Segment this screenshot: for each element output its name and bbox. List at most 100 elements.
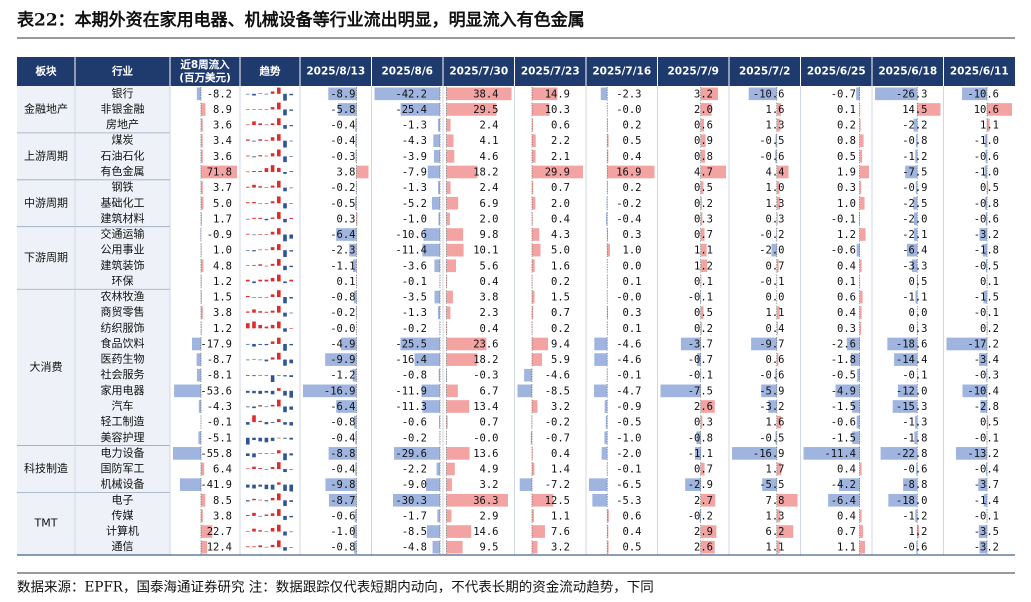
industry-label: 有色金属 <box>101 164 145 178</box>
data-bar <box>392 493 440 507</box>
data-bar <box>984 134 988 148</box>
cell-value: -0.2 <box>402 323 427 335</box>
cell-value: 4.8 <box>213 260 232 272</box>
data-bar <box>531 306 534 319</box>
cell-value: 13.6 <box>473 448 498 460</box>
data-bar <box>200 243 202 257</box>
cell-value: 1.0 <box>213 245 232 257</box>
sparkline-bar <box>289 297 293 299</box>
sparkline-bar <box>264 187 269 188</box>
data-bar <box>700 368 701 382</box>
data-bar <box>446 103 497 116</box>
sparkline-bar <box>258 343 262 345</box>
data-bar <box>422 400 440 413</box>
sparkline-bar <box>270 484 275 490</box>
data-bar <box>446 134 454 148</box>
cell-value: -9.0 <box>402 479 427 491</box>
sparkline-bar <box>264 168 269 172</box>
cell-value: -4.3 <box>402 135 427 147</box>
sparkline-bar <box>270 201 275 204</box>
sparkline-bar <box>258 375 262 376</box>
data-bar <box>955 447 988 460</box>
sparkline-bar <box>277 305 281 313</box>
cell-value: -25.5 <box>395 338 427 350</box>
sparkline-bar <box>252 140 256 142</box>
data-bar <box>700 118 704 132</box>
cell-value: 29.5 <box>473 104 498 116</box>
cell-value: 9.4 <box>551 338 570 350</box>
cell-value: 3.4 <box>213 135 232 147</box>
cell-value: 0.4 <box>837 260 856 272</box>
sparkline-bar <box>283 203 287 209</box>
cell-value: -4.2 <box>831 479 856 491</box>
data-bar <box>446 400 470 413</box>
cell-value: 0.7 <box>694 464 713 476</box>
sparkline-bar <box>289 390 293 398</box>
sparkline-bar <box>283 406 287 413</box>
cell-value: 2.6 <box>694 542 713 554</box>
data-bar <box>530 431 532 445</box>
cell-value: -11.4 <box>395 245 427 257</box>
data-bar <box>531 134 536 148</box>
cell-value: -5.5 <box>759 479 784 491</box>
data-bar <box>531 165 583 179</box>
cell-value: -0.1 <box>688 370 713 382</box>
data-bar <box>438 212 440 226</box>
cell-value: -1.3 <box>402 307 427 319</box>
data-bar <box>776 181 780 194</box>
cell-value: -0.0 <box>330 323 355 335</box>
sparkline-bar <box>258 530 262 532</box>
data-bar <box>607 165 655 179</box>
cell-value: -8.5 <box>402 526 427 538</box>
cell-value: -4.9 <box>330 338 355 350</box>
sector-label: 中游周期 <box>24 196 68 209</box>
header-cell: 2025/6/11 <box>950 66 1009 78</box>
header-cell: 2025/8/13 <box>306 66 365 78</box>
data-bar <box>700 525 717 538</box>
data-bar <box>859 196 865 210</box>
sparkline-bar <box>258 484 262 487</box>
data-bar <box>349 243 357 257</box>
sparkline-bar <box>252 321 256 329</box>
industry-label: 家用电器 <box>101 383 145 397</box>
header-cell: 2025/6/25 <box>807 66 866 78</box>
sparkline-bar <box>283 93 287 101</box>
data-bar <box>446 259 456 273</box>
cell-value: 2.2 <box>551 135 570 147</box>
industry-label: 建筑材料 <box>101 211 145 225</box>
data-bar <box>200 525 213 538</box>
cell-value: 0.2 <box>551 323 570 335</box>
cell-value: 0.4 <box>623 151 642 163</box>
cell-value: -2.2 <box>902 120 927 132</box>
cell-value: -0.1 <box>616 464 641 476</box>
data-bar <box>200 196 204 210</box>
industry-label: 钢铁 <box>112 181 134 194</box>
sparkline-bar <box>283 281 287 284</box>
cell-value: -1.0 <box>330 526 355 538</box>
sparkline-bar <box>277 462 281 470</box>
sparkline-bar <box>264 139 269 141</box>
sparkline-bar <box>258 390 262 394</box>
cell-value: 2.0 <box>551 198 570 210</box>
cell-value: 1.2 <box>837 229 856 241</box>
header-cell: 2025/7/30 <box>449 66 508 78</box>
cell-value: 2.3 <box>480 307 499 319</box>
cell-value: -6.4 <box>330 401 355 413</box>
sparkline-bar <box>258 420 262 423</box>
data-bar <box>914 212 918 226</box>
cell-value: 0.4 <box>551 213 570 225</box>
data-bar <box>856 415 860 429</box>
cell-value: -5.1 <box>207 432 232 444</box>
cell-value: 1.0 <box>837 198 856 210</box>
sparkline-bar <box>283 359 287 366</box>
data-bar <box>173 447 201 460</box>
sparkline-bar <box>264 546 269 548</box>
sparkline-bar <box>258 499 262 501</box>
cell-value: 1.1 <box>551 510 570 522</box>
cell-value: 14.6 <box>473 526 498 538</box>
sparkline-bar <box>264 124 269 126</box>
data-bar <box>200 212 202 226</box>
cell-value: 3.8 <box>213 307 232 319</box>
data-bar <box>607 243 610 257</box>
data-bar <box>979 228 988 241</box>
